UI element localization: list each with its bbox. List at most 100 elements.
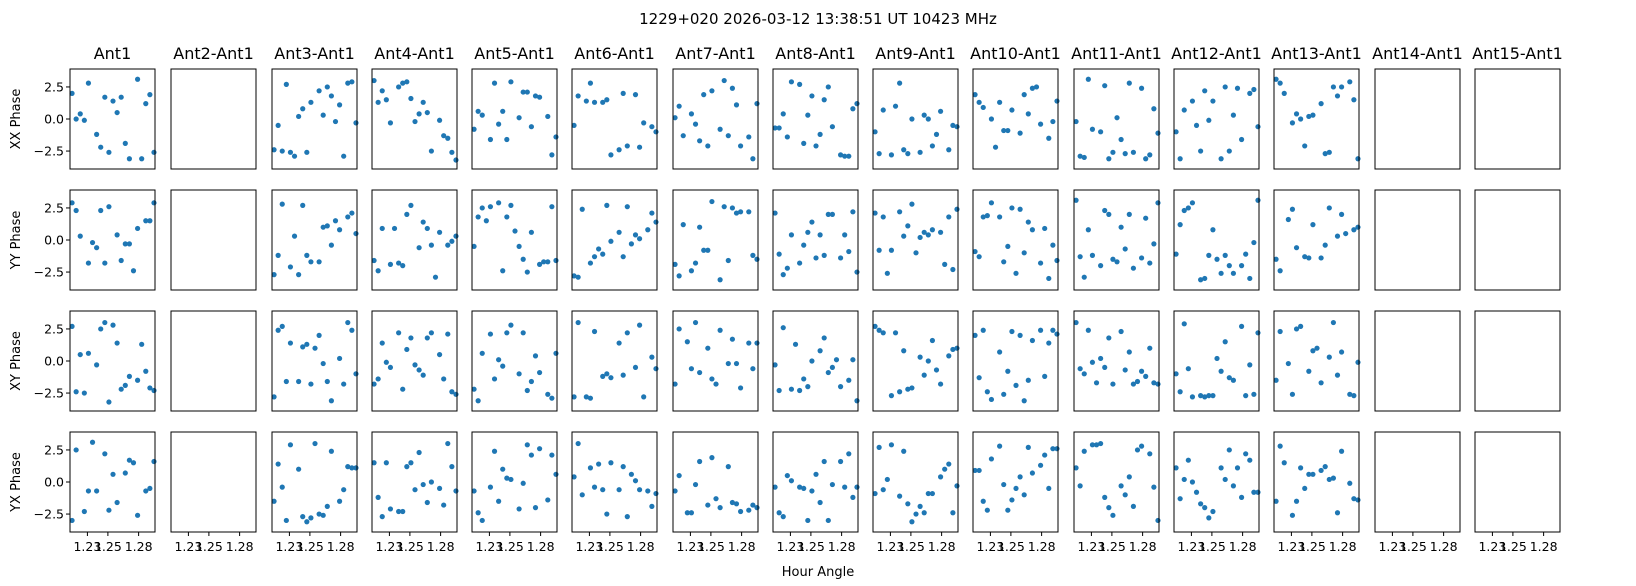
data-point [797, 81, 803, 87]
data-point [524, 442, 530, 448]
data-point [387, 261, 394, 267]
data-point [387, 364, 394, 371]
data-point [536, 261, 543, 267]
data-point [1009, 205, 1015, 211]
subplot-panel [1374, 68, 1461, 170]
data-point [73, 389, 79, 395]
data-point [487, 204, 494, 210]
data-point [636, 322, 643, 328]
data-point [479, 205, 485, 211]
data-point [772, 484, 778, 490]
data-point [528, 229, 535, 235]
data-point [750, 502, 756, 508]
subplot-panel [1273, 68, 1361, 170]
data-point [134, 377, 141, 383]
subplot-panel [571, 189, 659, 291]
data-point [653, 219, 659, 225]
data-point [1046, 485, 1052, 492]
column-title: Ant4-Ant1 [374, 44, 455, 63]
subplot-grid: Ant1 2.5 0.0 −2.5 XX Phase 2.5 0.0 −2.5 YY Phase… [9, 44, 1563, 554]
data-point [645, 227, 651, 233]
data-point [545, 391, 551, 397]
data-point [1318, 380, 1324, 386]
data-point [1226, 447, 1232, 453]
data-point [909, 201, 915, 207]
data-point [300, 202, 306, 208]
data-point [997, 99, 1003, 105]
data-point [420, 481, 426, 488]
data-point [1102, 494, 1108, 500]
data-point [324, 84, 330, 90]
data-point [929, 227, 936, 233]
data-point [1351, 97, 1357, 103]
data-point [1001, 259, 1007, 265]
data-point [110, 471, 116, 477]
data-point [549, 395, 555, 401]
data-point [616, 487, 622, 493]
data-point [784, 265, 790, 271]
axes-frame [471, 310, 558, 412]
data-point [1013, 485, 1019, 492]
data-point [1322, 242, 1328, 248]
data-point [1206, 393, 1212, 399]
data-point [353, 120, 359, 126]
data-point [1073, 319, 1079, 326]
data-point [1050, 118, 1056, 125]
axes-frame [772, 431, 859, 533]
data-point [976, 375, 982, 381]
data-point [1050, 327, 1056, 333]
data-point [980, 327, 986, 333]
data-point [1089, 442, 1096, 448]
data-point [1326, 149, 1332, 155]
data-point [345, 319, 351, 326]
data-point [1247, 362, 1253, 368]
data-point [349, 79, 355, 85]
data-point [487, 484, 494, 490]
axes-frame [1273, 189, 1360, 291]
data-point [304, 252, 310, 258]
data-point [1234, 465, 1241, 471]
data-point [1247, 275, 1253, 282]
data-point [283, 517, 289, 524]
data-point [1106, 335, 1112, 341]
y-axis-label: XX Phase [9, 89, 24, 150]
data-point [1054, 257, 1060, 264]
data-point [600, 373, 606, 379]
subplot-panel [170, 68, 257, 170]
data-point [697, 138, 703, 144]
data-point [287, 149, 294, 155]
data-point [122, 140, 128, 146]
data-point [1017, 332, 1023, 338]
data-point [436, 229, 443, 235]
axes-frame [371, 431, 458, 533]
x-tick-label: 1.28 [728, 539, 756, 554]
x-tick-label: 1.28 [527, 539, 555, 554]
data-point [1046, 275, 1052, 282]
data-point [880, 487, 886, 493]
data-point [1355, 156, 1361, 162]
data-point [1042, 225, 1048, 232]
data-point [308, 515, 314, 521]
data-point [300, 106, 306, 112]
data-point [383, 460, 389, 466]
data-point [672, 488, 678, 494]
data-point [479, 112, 485, 118]
data-point [972, 248, 978, 255]
x-tick-label: 1.28 [1129, 539, 1157, 554]
data-point [312, 440, 318, 447]
x-tick-label: 1.25 [897, 539, 925, 554]
data-point [649, 354, 655, 360]
subplot-panel [1273, 310, 1361, 412]
data-point [1306, 368, 1312, 374]
data-point [725, 360, 731, 367]
data-point [583, 394, 589, 400]
data-point [805, 229, 811, 235]
data-point [746, 134, 752, 140]
data-point [271, 394, 277, 400]
data-point [1114, 259, 1120, 265]
data-point [717, 277, 723, 283]
x-tick-label: 1.23 [1478, 539, 1506, 554]
data-point [829, 124, 836, 130]
data-point [587, 260, 594, 266]
data-point [750, 252, 756, 258]
